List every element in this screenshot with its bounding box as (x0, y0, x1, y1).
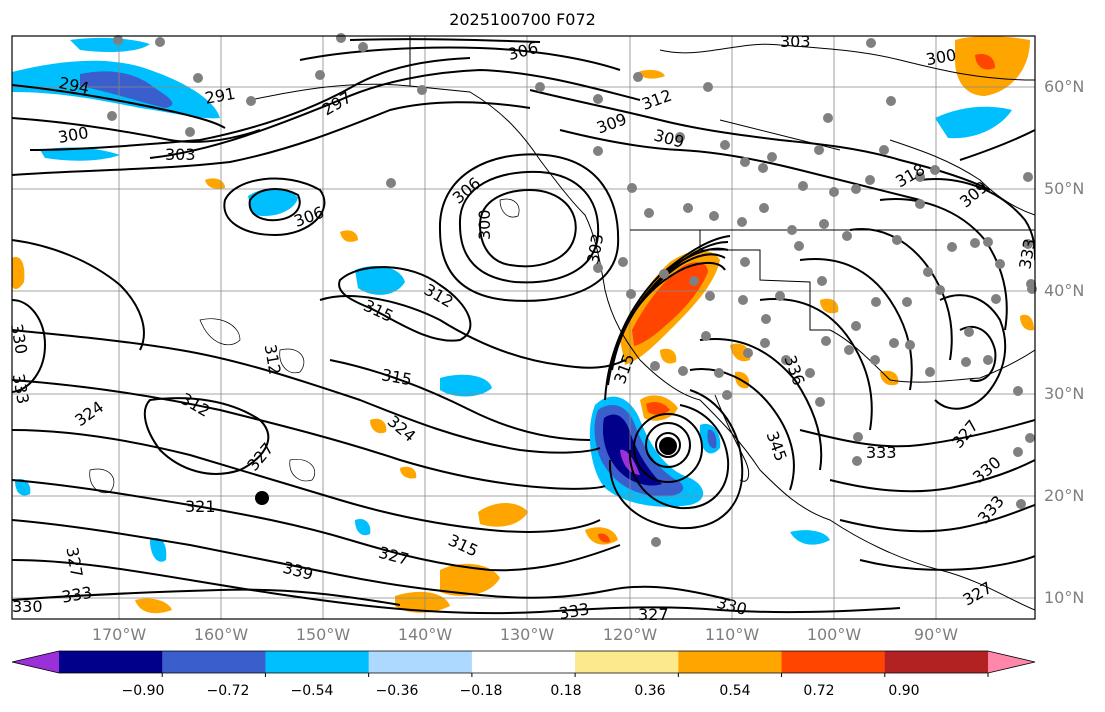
colorbar-segment (162, 651, 266, 673)
height-contours (12, 38, 1035, 615)
colorbar-tick-label: 0.18 (550, 683, 582, 699)
contour-label: 300 (475, 209, 494, 240)
colorbar-tick-label: −0.36 (375, 683, 419, 699)
lon-label: 150°W (295, 625, 351, 644)
storm-center-marker-2 (255, 491, 269, 505)
colorbar-segment (678, 651, 783, 673)
contour-label: 333 (866, 443, 897, 462)
lat-label: 40°N (1044, 281, 1085, 300)
map-title: 2025100700 F072 (449, 10, 596, 29)
lon-label: 170°W (91, 625, 147, 644)
colorbar-segment-extend-low (12, 651, 59, 673)
colorbar-tick-label: 0.54 (719, 683, 751, 699)
colorbar-segment (59, 651, 163, 673)
colorbar-tick-label: 0.90 (888, 683, 920, 699)
contour-label: 303 (165, 145, 196, 164)
colorbar-segment (884, 651, 989, 673)
colorbar-tick-label: 0.36 (634, 683, 666, 699)
lon-label: 120°W (602, 625, 658, 644)
colorbar (11, 650, 1036, 677)
colorbar-segment (575, 651, 679, 673)
colorbar-tick-label: −0.18 (459, 683, 503, 699)
contour-label: 330 (12, 597, 43, 616)
lat-label: 50°N (1044, 179, 1085, 198)
colorbar-segment (368, 651, 473, 673)
contour-label: 321 (185, 497, 216, 516)
contour-label: 327 (638, 605, 669, 624)
colorbar-outline (11, 650, 1036, 674)
lon-label: 130°W (499, 625, 555, 644)
lat-label: 20°N (1044, 486, 1085, 505)
lon-label: 160°W (193, 625, 249, 644)
lon-label: 90°W (913, 625, 959, 644)
lat-label: 60°N (1044, 77, 1085, 96)
colorbar-tick-label: −0.72 (206, 683, 250, 699)
colorbar-segment (471, 651, 576, 673)
map-frame (11, 35, 1036, 620)
graticule (12, 36, 1035, 619)
colorbar-tick-label: −0.54 (290, 683, 334, 699)
colorbar-tick-label: −0.90 (121, 683, 165, 699)
colorbar-tick-label: 0.72 (803, 683, 835, 699)
colorbar-segment-extend-high (988, 651, 1035, 673)
storm-center-marker (659, 437, 677, 455)
contour-label: 333 (1015, 237, 1039, 270)
lon-label: 100°W (806, 625, 862, 644)
contour-label: 303 (780, 32, 811, 51)
lon-label: 140°W (397, 625, 453, 644)
colorbar-segment (781, 651, 886, 673)
lon-label: 110°W (704, 625, 760, 644)
colorbar-segment (265, 651, 370, 673)
lat-label: 10°N (1044, 588, 1085, 607)
station-dots (107, 33, 1037, 547)
contour-label: 330 (7, 322, 31, 355)
lat-label: 30°N (1044, 384, 1085, 403)
